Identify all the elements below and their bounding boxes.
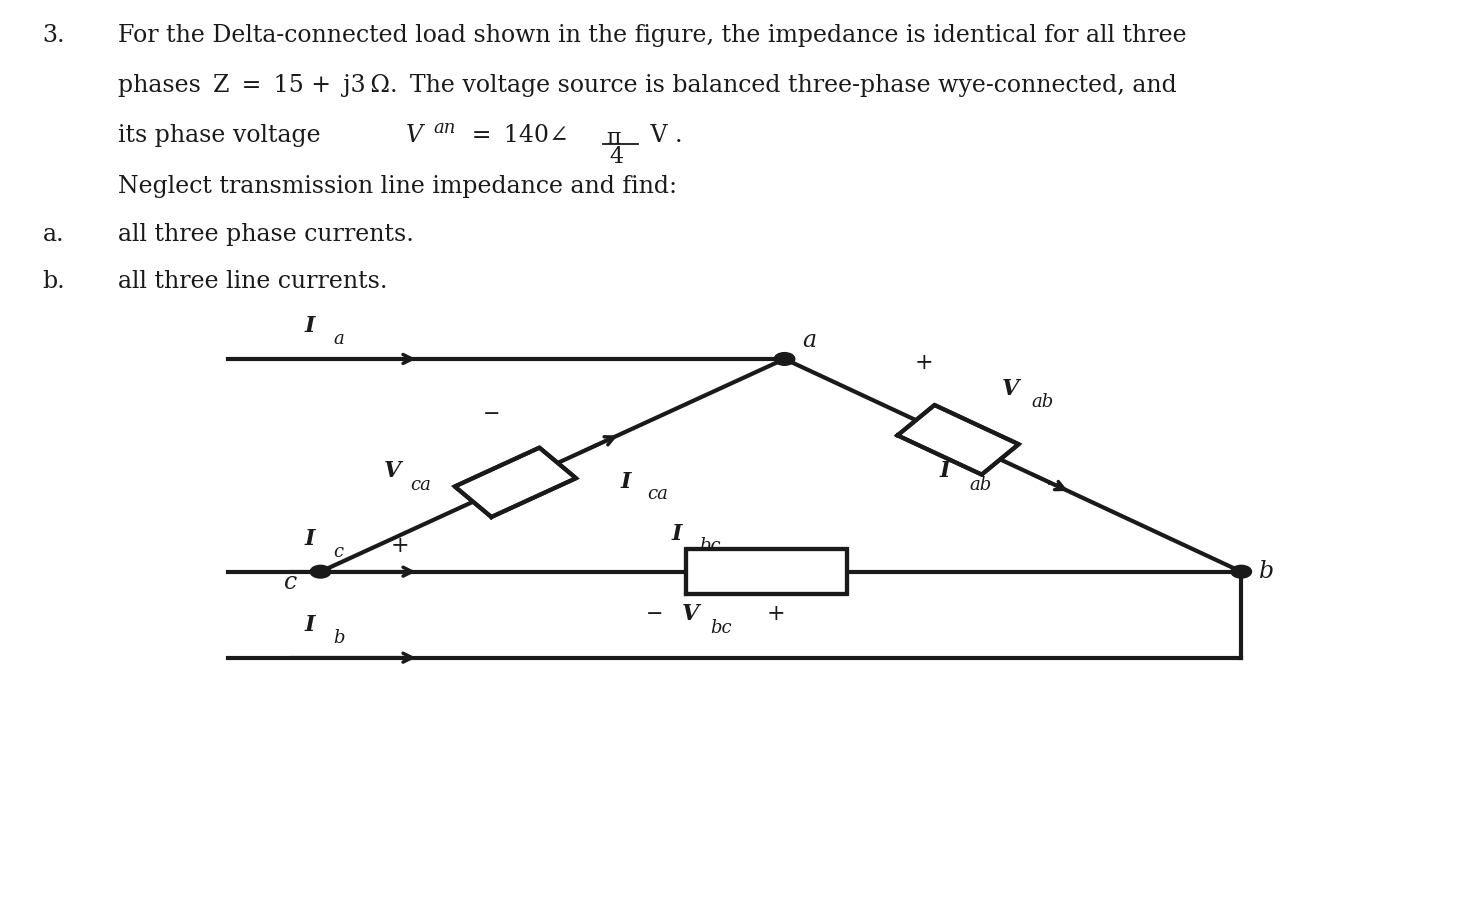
Circle shape xyxy=(774,352,795,365)
Polygon shape xyxy=(454,448,576,517)
Text: I: I xyxy=(940,460,950,482)
Text: +: + xyxy=(767,603,784,626)
Text: c: c xyxy=(284,571,297,594)
Polygon shape xyxy=(897,405,1018,475)
Text: +: + xyxy=(915,351,932,374)
Text: ca: ca xyxy=(647,485,667,503)
Text: phases  Z  =  15 +  j3 Ω.  The voltage source is balanced three-phase wye-connec: phases Z = 15 + j3 Ω. The voltage source… xyxy=(118,74,1177,97)
Text: +: + xyxy=(391,535,410,557)
Text: V: V xyxy=(406,123,422,146)
Text: I: I xyxy=(305,315,315,338)
Text: c: c xyxy=(333,543,343,561)
Text: =  140∠: = 140∠ xyxy=(466,123,568,146)
Text: a: a xyxy=(802,330,817,352)
Text: 4: 4 xyxy=(608,146,623,168)
Text: −: − xyxy=(1046,476,1064,495)
Text: its phase voltage: its phase voltage xyxy=(118,123,326,146)
Text: I: I xyxy=(670,523,681,545)
Text: V: V xyxy=(1002,378,1020,400)
Text: V: V xyxy=(681,603,699,626)
Text: For the Delta-connected load shown in the figure, the impedance is identical for: For the Delta-connected load shown in th… xyxy=(118,24,1187,47)
Text: ca: ca xyxy=(410,476,431,494)
Text: V .: V . xyxy=(642,123,682,146)
Text: bc: bc xyxy=(699,538,721,556)
Text: ab: ab xyxy=(1032,393,1054,410)
Text: bc: bc xyxy=(710,619,733,637)
Text: I: I xyxy=(622,471,632,493)
Text: I: I xyxy=(305,614,315,637)
Text: all three phase currents.: all three phase currents. xyxy=(118,223,414,246)
Text: π: π xyxy=(605,127,620,149)
Text: b: b xyxy=(333,628,345,646)
Text: b.: b. xyxy=(43,271,65,293)
Polygon shape xyxy=(685,549,847,595)
Text: a: a xyxy=(333,330,345,348)
Text: 3.: 3. xyxy=(43,24,65,47)
Text: −: − xyxy=(647,605,663,624)
Circle shape xyxy=(311,566,330,578)
Text: V: V xyxy=(383,460,401,482)
Text: all three line currents.: all three line currents. xyxy=(118,271,388,293)
Text: b: b xyxy=(1259,560,1274,583)
Circle shape xyxy=(1231,566,1252,578)
Text: −: − xyxy=(482,405,500,424)
Text: ab: ab xyxy=(969,476,992,494)
Text: an: an xyxy=(434,119,456,137)
Text: I: I xyxy=(305,528,315,550)
Text: a.: a. xyxy=(43,223,64,246)
Text: Neglect transmission line impedance and find:: Neglect transmission line impedance and … xyxy=(118,175,678,198)
